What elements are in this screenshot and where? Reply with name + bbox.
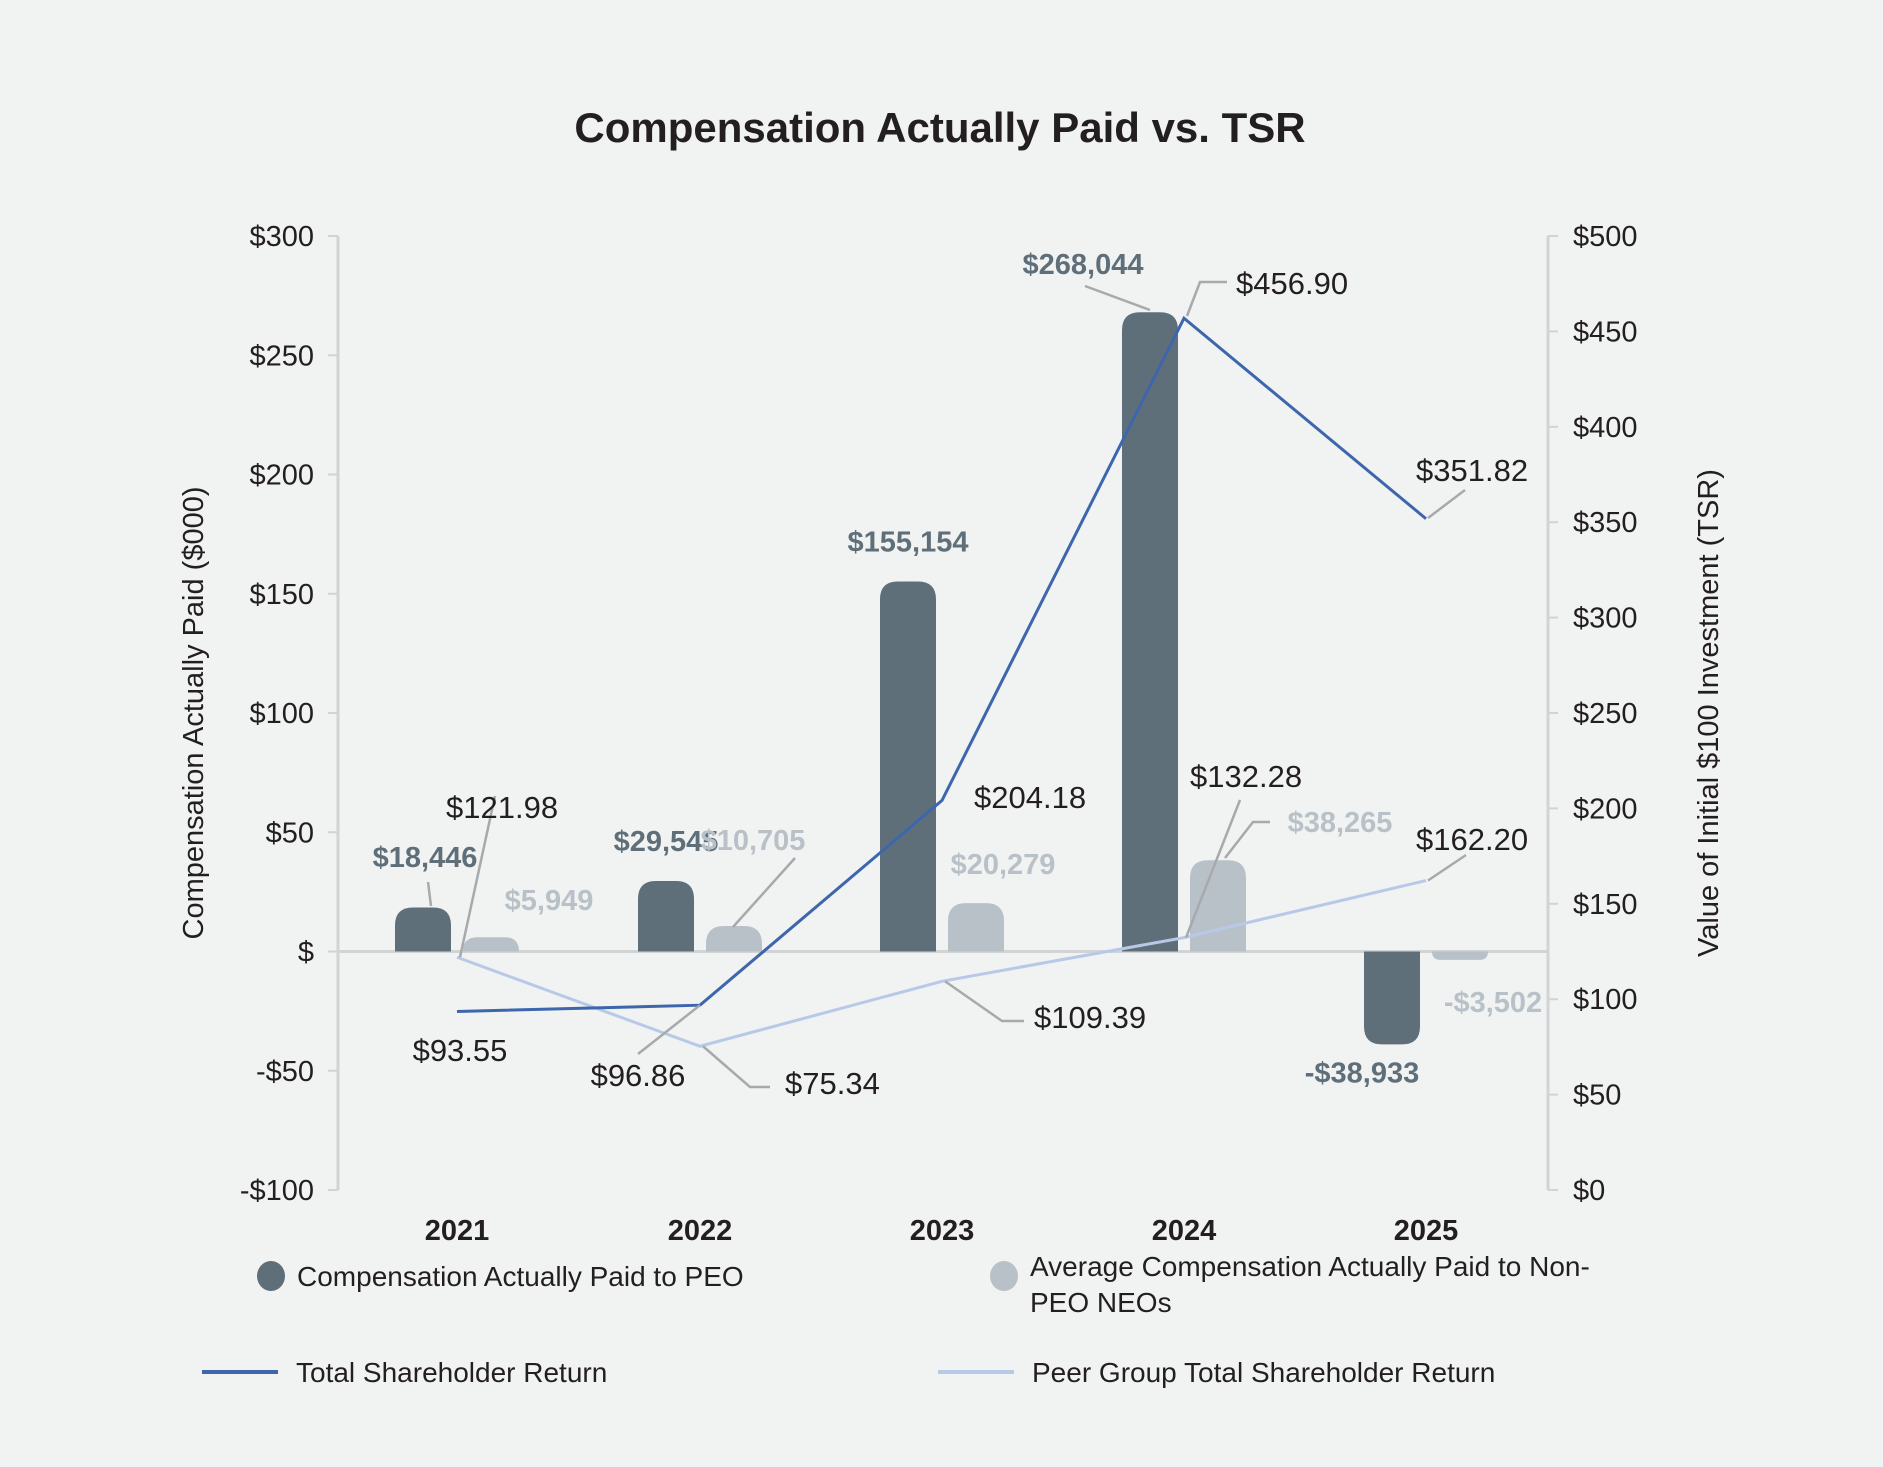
leader-peo-2021 (426, 881, 433, 907)
x-tick-label: 2021 (425, 1215, 490, 1247)
y-left-tick-label: $100 (249, 698, 314, 730)
label-peer-tsr-2023: $109.39 (1034, 1000, 1146, 1035)
legend-label: PEO NEOs (1030, 1287, 1172, 1318)
leader-neo-2024 (1224, 820, 1270, 859)
x-tick-label: 2023 (910, 1215, 975, 1247)
label-neo-2021: $5,949 (505, 885, 594, 917)
y-left-tick-label: $300 (249, 221, 314, 253)
bar-neo-2023 (948, 903, 1004, 952)
y-axis-right-title: Value of Initial $100 Investment (TSR) (1693, 469, 1725, 957)
axes: $300 $250 $200 $150 $100 $50 $ -$50 -$100 $500 $45… (240, 221, 1638, 1247)
legend-label: Compensation Actually Paid to PEO (297, 1261, 744, 1292)
label-tsr-2024: $456.90 (1236, 266, 1348, 301)
leader-tsr-2022 (637, 1004, 701, 1055)
bar-neo-2022 (706, 925, 762, 952)
legend-label: Total Shareholder Return (296, 1357, 607, 1388)
y-axis-left-title: Compensation Actually Paid ($000) (178, 487, 210, 940)
leader-peer-2022 (702, 1045, 770, 1089)
leader-peo-2024 (1084, 284, 1151, 312)
x-tick-label: 2022 (668, 1215, 733, 1247)
y-right-tick-label: $300 (1573, 603, 1638, 635)
label-neo-2025: -$3,502 (1444, 987, 1542, 1019)
y-right-tick-label: $500 (1573, 221, 1638, 253)
leader-tsr-2025 (1427, 489, 1466, 519)
y-left-tick-label: $250 (249, 340, 314, 372)
bar-peo-2021 (395, 907, 451, 952)
label-neo-2023: $20,279 (951, 849, 1056, 881)
x-tick-label: 2024 (1152, 1215, 1217, 1247)
bars (395, 312, 1488, 1045)
y-left-tick-label: -$100 (240, 1175, 314, 1207)
label-peer-tsr-2021: $121.98 (446, 790, 558, 825)
legend-label: Peer Group Total Shareholder Return (1032, 1357, 1495, 1388)
legend-item-4: Peer Group Total Shareholder Return (938, 1357, 1495, 1388)
leader-tsr-2024 (1185, 280, 1227, 317)
leader-neo-2022 (732, 857, 796, 928)
legend-item-1: Compensation Actually Paid to PEO (257, 1261, 744, 1292)
y-right-tick-label: $350 (1573, 507, 1638, 539)
y-left-tick-label: $ (298, 937, 314, 969)
label-peer-tsr-2025: $162.20 (1416, 822, 1528, 857)
label-peo-2024: $268,044 (1023, 249, 1144, 281)
label-neo-2024: $38,265 (1288, 807, 1393, 839)
line-tsr (456, 315, 1427, 1014)
y-right-tick-label: $250 (1573, 698, 1638, 730)
label-tsr-2021: $93.55 (413, 1033, 508, 1068)
y-left-tick-label: -$50 (256, 1056, 314, 1088)
bar-peo-2025 (1364, 951, 1420, 1045)
label-peo-2025: -$38,933 (1305, 1057, 1420, 1089)
y-left-tick-label: $150 (249, 579, 314, 611)
bar-peo-2023 (880, 581, 936, 952)
legend-item-2: Average Compensation Actually Paid to No… (990, 1251, 1590, 1318)
y-right-tick-label: $200 (1573, 793, 1638, 825)
y-right-tick-label: $400 (1573, 412, 1638, 444)
y-left-tick-label: $200 (249, 460, 314, 492)
label-peer-tsr-2024: $132.28 (1190, 759, 1302, 794)
label-tsr-2025: $351.82 (1416, 453, 1528, 488)
legend: Compensation Actually Paid to PEO Average… (202, 1251, 1590, 1388)
leader-peer-2021 (458, 795, 497, 958)
y-right-tick-label: $450 (1573, 316, 1638, 348)
label-peo-2023: $155,154 (848, 526, 969, 558)
label-peo-2021: $18,446 (373, 842, 478, 874)
x-tick-label: 2025 (1394, 1215, 1459, 1247)
legend-swatch-circle (257, 1261, 285, 1291)
label-peo-2022: $29,545 (614, 826, 719, 858)
label-neo-2022: $10,705 (701, 825, 806, 857)
data-labels: $18,446 $29,545 $155,154 $268,044 -$38,933 $5… (373, 249, 1543, 1101)
y-right-tick-label: $150 (1573, 889, 1638, 921)
leader-peer-2024 (1184, 799, 1242, 939)
bar-peo-2022 (638, 881, 694, 952)
bar-peo-2024 (1122, 312, 1178, 952)
lines (456, 315, 1427, 1048)
line-peer-tsr (456, 879, 1427, 1048)
bar-neo-2021 (463, 937, 519, 952)
leader-peer-2025 (1427, 853, 1467, 882)
label-peer-tsr-2022: $75.34 (785, 1066, 880, 1101)
leader-peer-2023 (944, 980, 1024, 1023)
legend-item-3: Total Shareholder Return (202, 1357, 607, 1388)
y-right-tick-label: $100 (1573, 984, 1638, 1016)
label-tsr-2023: $204.18 (974, 780, 1086, 815)
bar-neo-2025 (1432, 951, 1488, 960)
label-tsr-2022: $96.86 (591, 1058, 686, 1093)
leader-lines (426, 280, 1467, 1089)
y-right-tick-label: $0 (1573, 1175, 1605, 1207)
chart-title: Compensation Actually Paid vs. TSR (574, 104, 1305, 151)
bar-neo-2024 (1190, 860, 1246, 952)
legend-label: Average Compensation Actually Paid to No… (1030, 1251, 1590, 1282)
y-right-tick-label: $50 (1573, 1080, 1621, 1112)
y-left-tick-label: $50 (266, 817, 314, 849)
legend-swatch-circle (990, 1261, 1018, 1291)
